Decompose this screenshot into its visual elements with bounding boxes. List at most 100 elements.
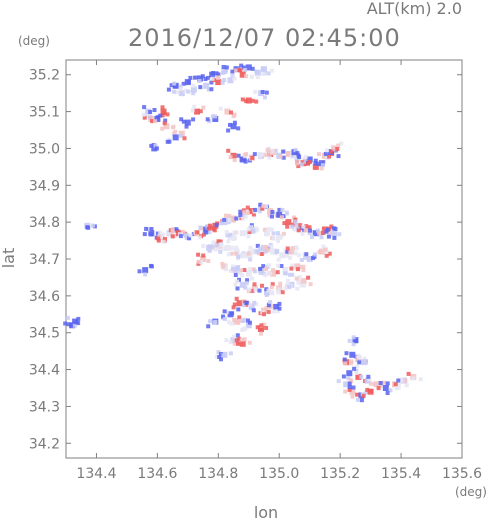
radar-echo-southeast-cluster bbox=[393, 382, 398, 387]
radar-echo-central-mass bbox=[239, 268, 244, 273]
radar-echo-central-mass bbox=[290, 272, 295, 277]
radar-echo-middle-band bbox=[291, 153, 296, 158]
radar-echo-central-mass bbox=[231, 305, 236, 310]
radar-echo-middle-band bbox=[244, 152, 249, 157]
radar-echo-central-mass bbox=[298, 265, 303, 270]
radar-echo-central-mass bbox=[293, 251, 298, 256]
radar-echo-north-band bbox=[198, 109, 203, 114]
radar-echo-central-mass bbox=[222, 217, 227, 222]
radar-echo-central-mass bbox=[255, 325, 260, 330]
radar-echo-central-mass bbox=[254, 302, 259, 307]
radar-echo-north-band bbox=[232, 76, 237, 81]
radar-echo-southeast-cluster bbox=[347, 338, 352, 343]
radar-echo-central-mass bbox=[296, 253, 301, 258]
radar-echo-middle-band bbox=[226, 148, 231, 153]
radar-echo-north-band bbox=[165, 112, 170, 117]
radar-echo-central-mass bbox=[235, 333, 240, 338]
radar-echo-central-mass bbox=[232, 230, 237, 235]
radar-echo-central-mass bbox=[246, 227, 251, 232]
radar-echo-north-band bbox=[250, 98, 255, 103]
radar-echo-central-mass bbox=[156, 238, 161, 243]
radar-echo-north-band bbox=[188, 75, 193, 80]
radar-point-north-band bbox=[151, 145, 158, 152]
radar-echo-southeast-cluster bbox=[357, 355, 362, 360]
radar-echo-central-mass bbox=[232, 341, 237, 346]
radar-echo-central-mass bbox=[237, 270, 242, 275]
radar-echo-central-mass bbox=[224, 264, 228, 269]
radar-echo-central-mass bbox=[224, 230, 229, 235]
radar-echo-southeast-cluster bbox=[403, 378, 408, 383]
radar-point-north-band bbox=[178, 130, 185, 137]
radar-echo-middle-band bbox=[325, 148, 329, 153]
radar-point-southeast-cluster bbox=[346, 370, 353, 377]
radar-echo-north-band bbox=[221, 70, 225, 75]
radar-echo-southeast-cluster bbox=[388, 388, 393, 393]
radar-echo-central-mass bbox=[198, 225, 203, 230]
y-axis-label: lat bbox=[0, 248, 18, 269]
radar-echo-southeast-cluster bbox=[359, 374, 364, 379]
radar-echo-outliers bbox=[167, 139, 172, 144]
radar-echo-north-band bbox=[149, 143, 154, 148]
radar-echo-central-mass bbox=[222, 309, 227, 314]
radar-echo-central-mass bbox=[319, 235, 324, 240]
radar-echo-central-mass bbox=[327, 230, 332, 235]
radar-echo-central-mass bbox=[307, 225, 312, 230]
radar-echo-central-mass bbox=[266, 263, 271, 268]
radar-echo-north-band bbox=[186, 80, 191, 84]
radar-echo-central-mass bbox=[219, 242, 224, 247]
radar-echo-central-mass bbox=[266, 303, 271, 308]
radar-echo-middle-band bbox=[252, 152, 257, 157]
radar-echo-central-mass bbox=[296, 228, 301, 233]
radar-echo-southeast-cluster bbox=[385, 381, 390, 386]
radar-point-southeast-cluster bbox=[349, 351, 356, 358]
radar-echo-central-mass bbox=[226, 252, 231, 257]
radar-echo-central-mass bbox=[223, 316, 227, 321]
radar-point-middle-band bbox=[331, 145, 338, 152]
radar-echo-outliers bbox=[63, 321, 68, 326]
radar-echo-north-band bbox=[155, 115, 160, 120]
radar-echo-southeast-cluster bbox=[418, 377, 423, 382]
radar-echo-central-mass bbox=[149, 227, 154, 231]
radar-echo-outliers bbox=[90, 223, 95, 228]
radar-echo-central-mass bbox=[241, 326, 246, 331]
radar-echo-central-mass bbox=[261, 204, 266, 209]
radar-echo-central-mass bbox=[247, 340, 252, 345]
radar-echo-southeast-cluster bbox=[354, 339, 359, 344]
radar-echo-southeast-cluster bbox=[347, 387, 352, 392]
radar-echo-central-mass bbox=[146, 227, 151, 232]
radar-point-north-band bbox=[245, 97, 252, 104]
radar-point-middle-band bbox=[312, 163, 319, 170]
radar-echo-southeast-cluster bbox=[347, 385, 352, 389]
radar-echo-southeast-cluster bbox=[396, 382, 401, 387]
radar-echo-central-mass bbox=[219, 221, 223, 226]
chart-title: 2016/12/07 02:45:00 bbox=[128, 24, 401, 52]
radar-echo-central-mass bbox=[289, 224, 294, 229]
radar-echo-middle-band bbox=[293, 148, 298, 153]
radar-echo-north-band bbox=[191, 91, 196, 96]
radar-point-north-band bbox=[215, 79, 222, 86]
radar-echo-middle-band bbox=[317, 152, 321, 157]
radar-echo-central-mass bbox=[232, 334, 237, 339]
radar-echo-southeast-cluster bbox=[411, 376, 416, 381]
radar-echo-southeast-cluster bbox=[366, 374, 371, 379]
radar-echo-southeast-cluster bbox=[343, 361, 348, 365]
radar-point-central-mass bbox=[300, 278, 307, 285]
radar-echo-north-band bbox=[173, 84, 178, 89]
radar-echo-central-mass bbox=[301, 224, 306, 229]
radar-echo-central-mass bbox=[236, 265, 241, 269]
radar-point-central-mass bbox=[288, 248, 295, 255]
radar-echo-central-mass bbox=[252, 282, 257, 287]
radar-echo-southeast-cluster bbox=[342, 357, 347, 362]
radar-echo-central-mass bbox=[201, 253, 206, 258]
radar-echo-central-mass bbox=[277, 287, 281, 292]
radar-echo-middle-band bbox=[295, 151, 300, 156]
radar-echo-north-band bbox=[216, 75, 221, 80]
radar-echo-north-band bbox=[181, 81, 186, 86]
radar-echo-southeast-cluster bbox=[404, 383, 409, 388]
radar-echo-outliers bbox=[141, 112, 146, 117]
radar-echo-central-mass bbox=[302, 283, 307, 288]
radar-echo-central-mass bbox=[225, 233, 230, 238]
radar-echo-central-mass bbox=[300, 231, 305, 236]
radar-echo-middle-band bbox=[281, 149, 286, 154]
radar-echo-north-band bbox=[152, 108, 157, 112]
